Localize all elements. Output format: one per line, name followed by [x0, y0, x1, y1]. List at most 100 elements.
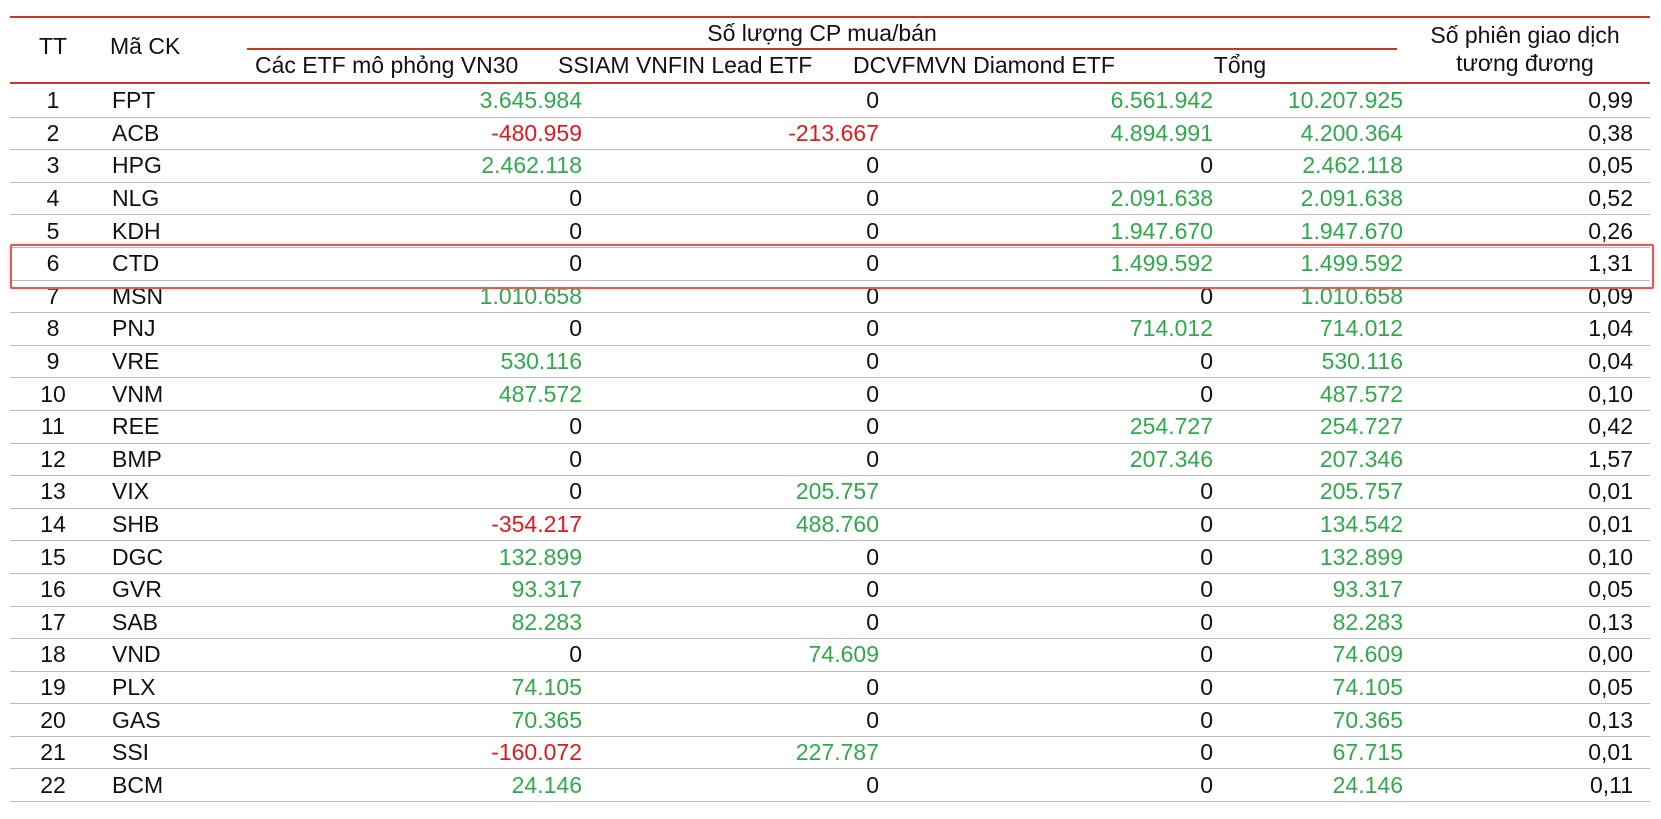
- table-row: 6 CTD 0 0 1.499.592 1.499.592 1,31: [10, 247, 1650, 281]
- cell-so-phien: 0,52: [1403, 182, 1650, 216]
- cell-dcvfm: 714.012: [879, 312, 1213, 346]
- cell-etf-vn30: 0: [262, 475, 582, 509]
- cell-tt: 12: [10, 443, 96, 477]
- cell-ma-ck: GAS: [96, 703, 262, 737]
- cell-tt: 6: [10, 247, 96, 281]
- cell-etf-vn30: 1.010.658: [262, 280, 582, 314]
- cell-so-phien: 0,13: [1403, 606, 1650, 640]
- cell-so-phien: 0,05: [1403, 573, 1650, 607]
- cell-ma-ck: BMP: [96, 443, 262, 477]
- cell-ssiam: 0: [582, 443, 879, 477]
- cell-ssiam: 0: [582, 247, 879, 281]
- data-table: 1 FPT 3.645.984 0 6.561.942 10.207.925 0,99 2 AC…: [10, 85, 1650, 803]
- cell-dcvfm: 0: [879, 377, 1213, 411]
- cell-ssiam: 0: [582, 345, 879, 379]
- cell-dcvfm: 0: [879, 540, 1213, 574]
- cell-ma-ck: GVR: [96, 573, 262, 607]
- cell-tt: 22: [10, 768, 96, 803]
- table-row: 11 REE 0 0 254.727 254.727 0,42: [10, 410, 1650, 444]
- cell-etf-vn30: 2.462.118: [262, 149, 582, 183]
- table-row: 5 KDH 0 0 1.947.670 1.947.670 0,26: [10, 214, 1650, 248]
- cell-ssiam: 0: [582, 768, 879, 803]
- header-tong: Tổng: [1213, 52, 1267, 78]
- cell-ma-ck: FPT: [96, 85, 262, 118]
- table-row: 14 SHB -354.217 488.760 0 134.542 0,01: [10, 508, 1650, 542]
- cell-tong: 2.462.118: [1213, 149, 1403, 183]
- header-dcvfm: DCVFMVN Diamond ETF: [853, 52, 1115, 78]
- cell-etf-vn30: 0: [262, 638, 582, 672]
- header-phien-line1: Số phiên giao dịch: [1430, 22, 1620, 48]
- cell-ssiam: 205.757: [582, 475, 879, 509]
- header-bottom-rule: [10, 82, 1650, 84]
- table-row: 4 NLG 0 0 2.091.638 2.091.638 0,52: [10, 182, 1650, 216]
- cell-tt: 18: [10, 638, 96, 672]
- header-tt: TT: [38, 33, 68, 59]
- cell-dcvfm: 0: [879, 606, 1213, 640]
- cell-tt: 8: [10, 312, 96, 346]
- cell-dcvfm: 2.091.638: [879, 182, 1213, 216]
- cell-ssiam: 488.760: [582, 508, 879, 542]
- cell-etf-vn30: -354.217: [262, 508, 582, 542]
- cell-dcvfm: 207.346: [879, 443, 1213, 477]
- cell-dcvfm: 0: [879, 768, 1213, 803]
- cell-dcvfm: 0: [879, 508, 1213, 542]
- cell-ssiam: 0: [582, 671, 879, 705]
- cell-ma-ck: BCM: [96, 768, 262, 803]
- header-group-so-luong: Số lượng CP mua/bán: [707, 20, 937, 46]
- cell-etf-vn30: 0: [262, 247, 582, 281]
- cell-tt: 2: [10, 117, 96, 151]
- cell-ma-ck: KDH: [96, 214, 262, 248]
- cell-so-phien: 0,05: [1403, 671, 1650, 705]
- cell-ma-ck: VIX: [96, 475, 262, 509]
- cell-tong: 1.499.592: [1213, 247, 1403, 281]
- table-row: 18 VND 0 74.609 0 74.609 0,00: [10, 638, 1650, 672]
- cell-etf-vn30: 93.317: [262, 573, 582, 607]
- cell-etf-vn30: -160.072: [262, 736, 582, 770]
- cell-etf-vn30: 82.283: [262, 606, 582, 640]
- table-row: 8 PNJ 0 0 714.012 714.012 1,04: [10, 312, 1650, 346]
- cell-dcvfm: 254.727: [879, 410, 1213, 444]
- cell-tt: 19: [10, 671, 96, 705]
- cell-tt: 10: [10, 377, 96, 411]
- cell-tong: 93.317: [1213, 573, 1403, 607]
- cell-ssiam: 0: [582, 182, 879, 216]
- cell-ssiam: 0: [582, 377, 879, 411]
- cell-ssiam: 0: [582, 606, 879, 640]
- cell-so-phien: 1,04: [1403, 312, 1650, 346]
- cell-ma-ck: ACB: [96, 117, 262, 151]
- cell-tt: 9: [10, 345, 96, 379]
- cell-ssiam: 0: [582, 410, 879, 444]
- cell-tong: 205.757: [1213, 475, 1403, 509]
- cell-tt: 13: [10, 475, 96, 509]
- cell-etf-vn30: 74.105: [262, 671, 582, 705]
- header-phien-line2: tương đương: [1456, 50, 1594, 76]
- table-row: 17 SAB 82.283 0 0 82.283 0,13: [10, 606, 1650, 640]
- cell-dcvfm: 4.894.991: [879, 117, 1213, 151]
- cell-ssiam: 74.609: [582, 638, 879, 672]
- cell-tong: 74.105: [1213, 671, 1403, 705]
- table-row: 1 FPT 3.645.984 0 6.561.942 10.207.925 0,99: [10, 85, 1650, 118]
- cell-ma-ck: PLX: [96, 671, 262, 705]
- cell-so-phien: 0,42: [1403, 410, 1650, 444]
- cell-ssiam: -213.667: [582, 117, 879, 151]
- cell-dcvfm: 1.947.670: [879, 214, 1213, 248]
- cell-tong: 254.727: [1213, 410, 1403, 444]
- cell-ssiam: 0: [582, 214, 879, 248]
- cell-tt: 20: [10, 703, 96, 737]
- cell-tt: 1: [10, 85, 96, 118]
- cell-ssiam: 0: [582, 573, 879, 607]
- table-row: 20 GAS 70.365 0 0 70.365 0,13: [10, 703, 1650, 737]
- cell-ma-ck: HPG: [96, 149, 262, 183]
- cell-so-phien: 0,13: [1403, 703, 1650, 737]
- cell-tong: 132.899: [1213, 540, 1403, 574]
- cell-dcvfm: 0: [879, 149, 1213, 183]
- cell-tt: 7: [10, 280, 96, 314]
- cell-etf-vn30: 132.899: [262, 540, 582, 574]
- cell-tt: 3: [10, 149, 96, 183]
- cell-etf-vn30: 70.365: [262, 703, 582, 737]
- cell-so-phien: 0,26: [1403, 214, 1650, 248]
- header-ssiam: SSIAM VNFIN Lead ETF: [558, 52, 813, 78]
- cell-tong: 487.572: [1213, 377, 1403, 411]
- cell-ma-ck: VRE: [96, 345, 262, 379]
